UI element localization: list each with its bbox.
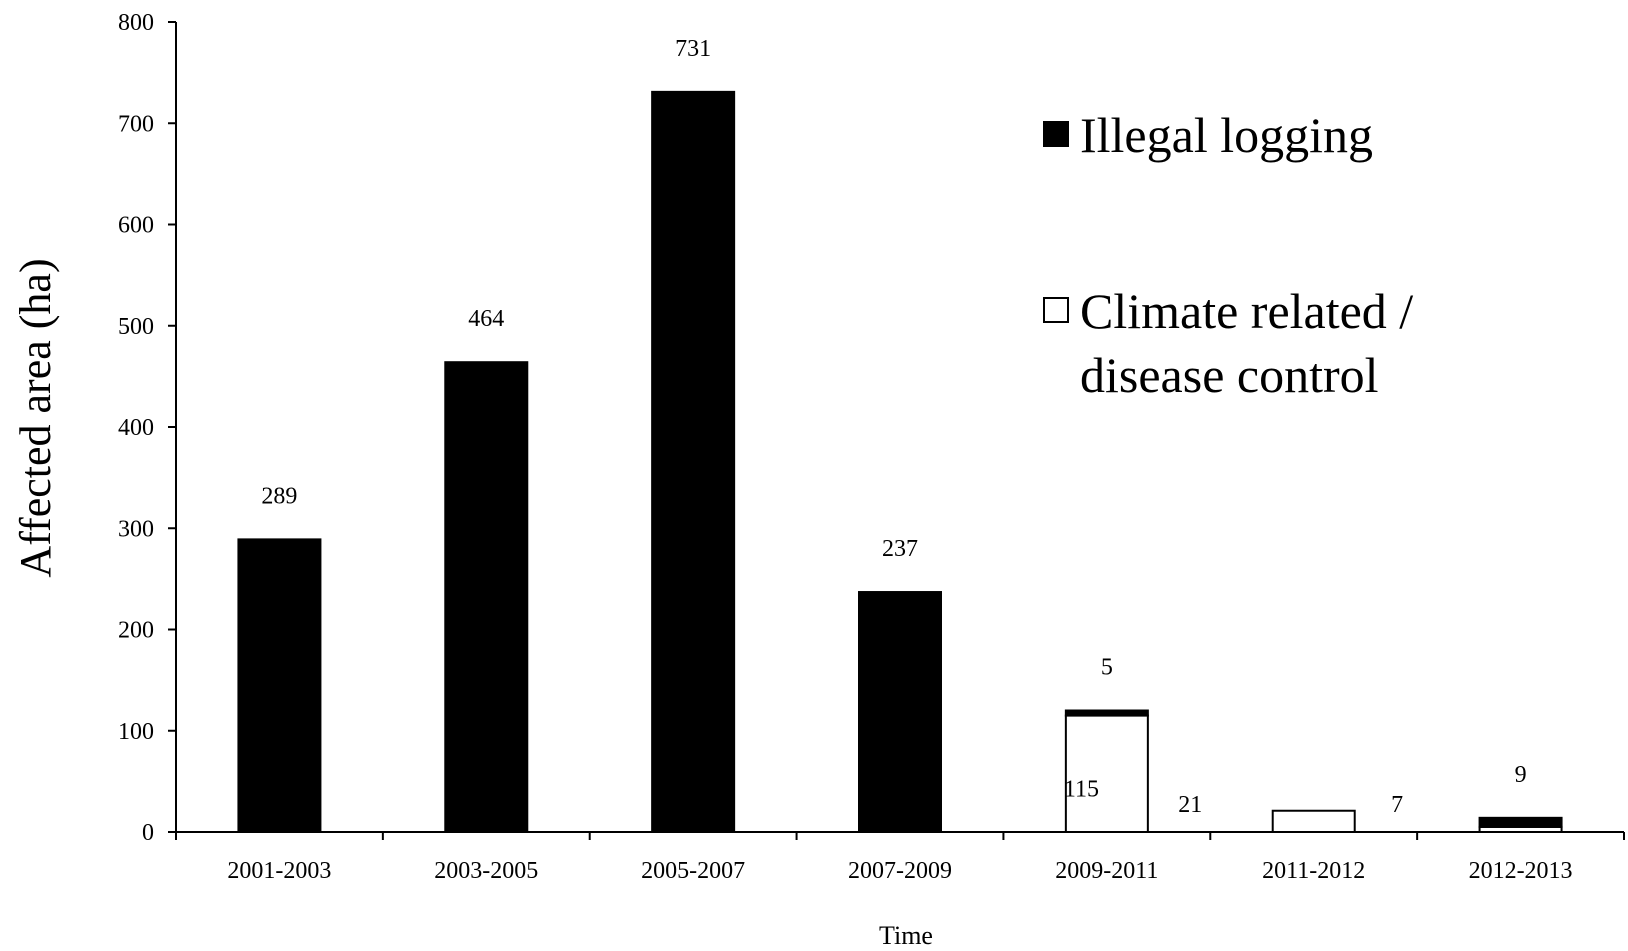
data-label-logging: 289	[261, 483, 297, 509]
bar-climate-2011-2012	[1271, 809, 1356, 833]
data-label-logging: 731	[675, 36, 711, 62]
y-tick-label: 400	[118, 415, 154, 441]
bar-logging-2009-2011	[1064, 709, 1149, 717]
bar-logging-2003-2005	[444, 361, 529, 833]
bar-logging-2007-2009	[858, 591, 942, 833]
y-tick-label: 500	[118, 314, 154, 340]
y-tick-label: 700	[118, 111, 154, 137]
axes-group: 0 100 200 300 400 500 600 700 800 2001-2003 2003-2…	[118, 10, 1625, 884]
data-label-climate: 21	[1178, 792, 1202, 818]
y-tick-label: 0	[142, 820, 154, 846]
x-tick-label: 2012-2013	[1469, 858, 1573, 884]
x-tick-label: 2009-2011	[1055, 858, 1158, 884]
bars-group	[237, 90, 1563, 834]
data-label-logging: 237	[882, 536, 918, 562]
y-tick-label: 200	[118, 618, 154, 644]
legend-label-logging: Illegal logging	[1080, 107, 1373, 163]
legend-label-climate: disease control	[1080, 347, 1379, 403]
x-tick-label: 2001-2003	[227, 858, 331, 884]
data-label-climate: 7	[1391, 792, 1403, 818]
data-label-logging: 9	[1515, 762, 1527, 788]
x-tick-label: 2007-2009	[848, 858, 952, 884]
y-tick-label: 800	[118, 10, 154, 36]
bar-logging-2012-2013	[1478, 816, 1563, 828]
y-tick-label: 300	[118, 516, 154, 542]
bar-logging-2005-2007	[651, 90, 736, 834]
data-labels-group: 289 464 731 237 5 115 21 9 7	[261, 36, 1526, 818]
legend: Illegal logging Climate related / disease …	[1043, 107, 1413, 403]
x-tick-label: 2005-2007	[641, 858, 745, 884]
y-tick-label: 600	[118, 213, 154, 239]
legend-swatch-climate	[1043, 297, 1069, 323]
y-tick-label: 100	[118, 719, 154, 745]
data-label-climate: 115	[1064, 777, 1099, 803]
x-axis-title: Time	[879, 921, 933, 950]
data-label-logging: 464	[468, 306, 504, 332]
x-tick-label: 2003-2005	[434, 858, 538, 884]
legend-swatch-logging	[1043, 121, 1069, 147]
legend-label-climate: Climate related /	[1080, 283, 1413, 339]
data-label-logging: 5	[1101, 655, 1113, 681]
bar-logging-2001-2003	[237, 538, 322, 833]
x-tick-label: 2011-2012	[1262, 858, 1365, 884]
y-axis-title: Affected area (ha)	[11, 258, 60, 577]
bar-climate-2009-2011	[1064, 714, 1149, 833]
